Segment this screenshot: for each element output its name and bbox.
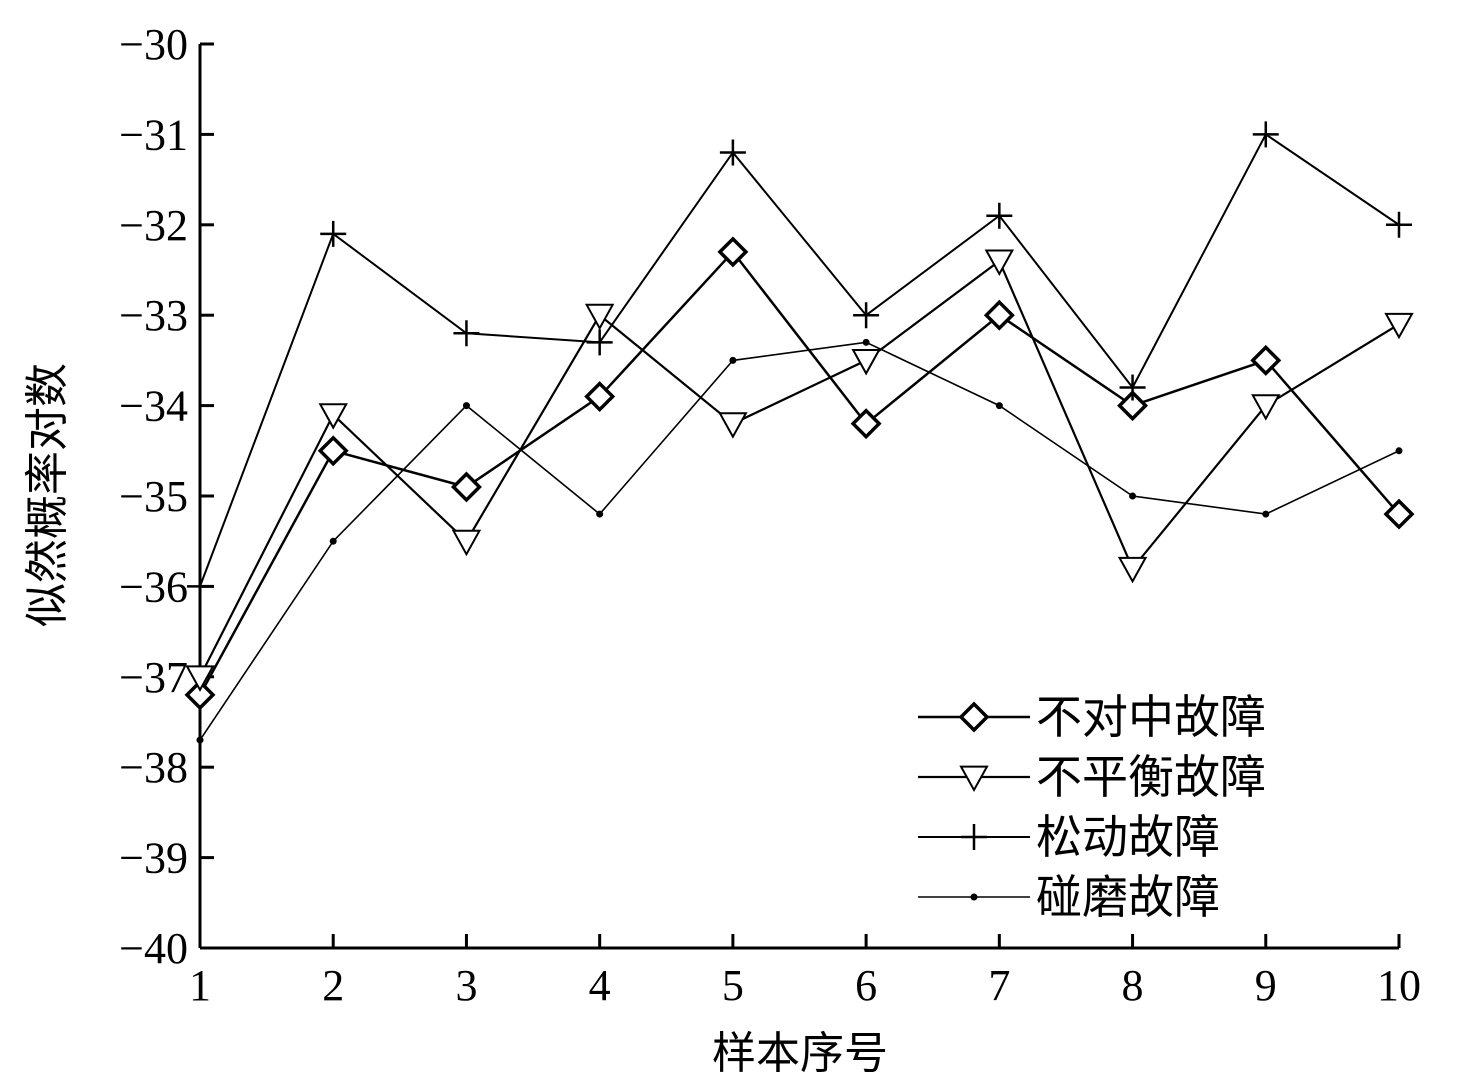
y-tick-label: −38: [119, 743, 188, 792]
data-point: [320, 220, 347, 247]
x-tick-label: 2: [322, 961, 344, 1010]
data-point: [1119, 374, 1146, 401]
data-point: [1395, 447, 1403, 455]
data-point: [1252, 121, 1279, 148]
x-tick-label: 5: [722, 961, 744, 1010]
data-point: [584, 303, 615, 331]
data-point: [1383, 498, 1415, 530]
y-axis-title: 似然概率对数: [22, 363, 73, 627]
legend-marker: [970, 893, 978, 901]
series-4: [196, 338, 1403, 744]
legend-item: 碰磨故障: [918, 870, 1220, 924]
data-point: [185, 665, 215, 692]
data-point: [451, 529, 482, 557]
legend-item: 不对中故障: [918, 690, 1266, 744]
legend-item: 不平衡故障: [918, 750, 1266, 804]
legend-marker: [961, 824, 987, 850]
data-point: [984, 249, 1015, 277]
data-point: [450, 471, 482, 503]
legend-label: 不对中故障: [1036, 690, 1266, 744]
y-tick-label: −32: [119, 201, 188, 250]
y-tick-label: −33: [119, 291, 188, 340]
legend-label: 松动故障: [1036, 810, 1220, 864]
data-point: [596, 510, 604, 518]
data-point: [584, 381, 616, 413]
x-tick-label: 4: [589, 961, 611, 1010]
x-tick-label: 8: [1122, 961, 1144, 1010]
y-tick-label: −31: [119, 110, 188, 159]
data-point: [718, 412, 748, 439]
data-point: [329, 537, 337, 545]
data-point: [717, 236, 749, 268]
x-tick-label: 1: [189, 961, 211, 1010]
y-tick-label: −39: [119, 834, 188, 883]
data-point: [196, 736, 204, 744]
data-point: [986, 202, 1013, 229]
x-tick-label: 9: [1255, 961, 1277, 1010]
data-point: [1117, 390, 1149, 422]
y-tick-label: −36: [119, 562, 188, 611]
x-tick-label: 3: [455, 961, 477, 1010]
series-layer: [184, 121, 1415, 744]
series-3: [187, 121, 1412, 600]
series-line: [199, 341, 1400, 741]
data-point: [1384, 312, 1414, 340]
data-point: [850, 408, 882, 440]
data-point: [1250, 344, 1282, 376]
data-point: [729, 356, 737, 364]
data-point: [184, 679, 216, 711]
data-point: [1262, 510, 1270, 518]
data-point: [1117, 556, 1148, 584]
data-point: [995, 402, 1003, 410]
x-tick-label: 7: [988, 961, 1010, 1010]
axes: −30 −31 −32 −33 −34 −35 −36 −37 −38 −39 −401 2 3 4 5 6 7…: [119, 20, 1421, 1010]
data-point: [719, 139, 746, 166]
legend-marker: [958, 701, 990, 733]
series-line: [198, 249, 1400, 696]
y-tick-label: −34: [119, 382, 188, 431]
y-tick-label: −37: [119, 653, 188, 702]
y-tick-label: −35: [119, 472, 188, 521]
x-axis-title: 样本序号: [712, 1028, 888, 1079]
series-1: [184, 236, 1415, 711]
data-point: [853, 302, 880, 329]
series-line: [199, 132, 1400, 587]
data-point: [318, 403, 348, 430]
data-point: [317, 435, 349, 467]
data-point: [1251, 394, 1281, 421]
data-point: [862, 338, 870, 346]
legend-marker: [959, 765, 989, 793]
data-point: [586, 329, 613, 356]
legend-item: 松动故障: [918, 810, 1220, 864]
x-tick-label: 10: [1377, 961, 1421, 1010]
data-point: [851, 349, 881, 376]
data-point: [187, 573, 213, 600]
data-point: [983, 299, 1015, 331]
series-2: [185, 249, 1414, 692]
data-point: [453, 320, 480, 347]
data-point: [462, 402, 470, 410]
y-tick-label: −40: [119, 924, 188, 973]
data-point: [1129, 492, 1137, 500]
data-point: [1386, 211, 1412, 238]
series-line: [199, 259, 1400, 678]
legend-label: 不平衡故障: [1036, 750, 1266, 804]
x-tick-label: 6: [855, 961, 877, 1010]
y-tick-label: −30: [119, 20, 188, 69]
legend-label: 碰磨故障: [1036, 870, 1220, 924]
